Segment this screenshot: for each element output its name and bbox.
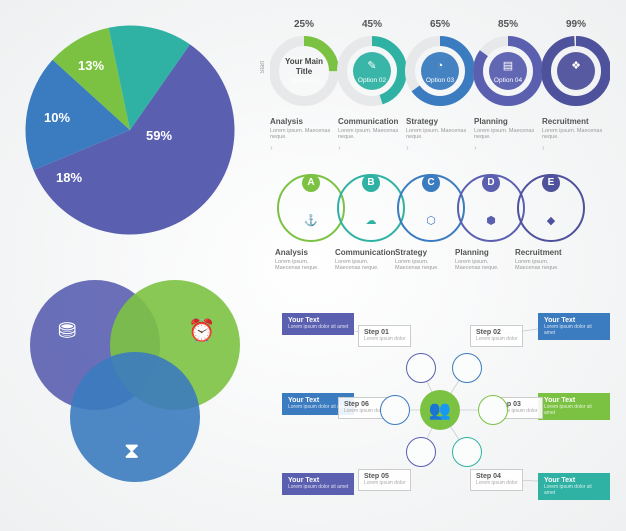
donut-caption: PlanningLorem ipsum. Maecenas neque. bbox=[474, 117, 542, 140]
svg-text:❖: ❖ bbox=[571, 60, 581, 72]
step-node bbox=[478, 395, 508, 425]
ring-caption: CommunicationLorem ipsum. Maecenas neque… bbox=[335, 248, 395, 271]
donut-caption: RecruitmentLorem ipsum. Maecenas neque. bbox=[542, 117, 610, 140]
ring-letter-badge: A bbox=[302, 174, 320, 192]
ring-letter-badge: B bbox=[362, 174, 380, 192]
step-diagram: Your TextLorem ipsum dolor sit amet Your … bbox=[270, 305, 610, 515]
svg-text:⚓: ⚓ bbox=[304, 214, 318, 227]
venn-diagram: ⛃ ⏰ ⧗ bbox=[30, 280, 250, 500]
pie-label-59: 59% bbox=[146, 128, 172, 143]
donut-pct: 99% bbox=[542, 19, 610, 30]
arrow-icon: › bbox=[406, 143, 474, 152]
step-outer-tag: Your TextLorem ipsum dolor sit amet bbox=[538, 313, 610, 340]
svg-text:▤: ▤ bbox=[503, 60, 513, 72]
step-outer-tag: Your TextLorem ipsum dolor sit amet bbox=[282, 313, 354, 335]
donut-caption: CommunicationLorem ipsum. Maecenas neque… bbox=[338, 117, 406, 140]
donut-option-label: Option 03 bbox=[420, 77, 460, 84]
step-outer-tag: Your TextLorem ipsum dolor sit amet bbox=[282, 473, 354, 495]
donut-center-title: Your Main Title bbox=[278, 57, 330, 77]
ring-letter-badge: D bbox=[482, 174, 500, 192]
donut-option-label: Option 02 bbox=[352, 77, 392, 84]
svg-text:✎: ✎ bbox=[367, 60, 376, 72]
donut-pct: 25% bbox=[270, 19, 338, 30]
safe-icon: ⛃ bbox=[58, 318, 76, 344]
pie-chart: 59% 18% 10% 13% bbox=[20, 20, 240, 240]
stopwatch-icon: ⧗ bbox=[124, 438, 139, 464]
donut-pct: 45% bbox=[338, 19, 406, 30]
ring-letter-badge: C bbox=[422, 174, 440, 192]
step-node bbox=[452, 437, 482, 467]
pie-svg bbox=[20, 20, 240, 240]
overlap-ring-row: ⚓ ☁ ⬡ ⬢ ◆ A B C D E AnalysisLorem ipsum. Maecena… bbox=[275, 170, 605, 280]
svg-text:⬢: ⬢ bbox=[486, 215, 496, 227]
arrow-icon: › bbox=[270, 143, 338, 152]
donut-pct: 85% bbox=[474, 19, 542, 30]
step-inner-tag: Step 02Lorem ipsum dolor bbox=[470, 325, 523, 347]
arrow-icon: › bbox=[338, 143, 406, 152]
donut-option-label: Option 01 bbox=[284, 77, 324, 84]
pie-label-18: 18% bbox=[56, 170, 82, 185]
step-center: 👥 bbox=[420, 390, 460, 430]
people-icon: 👥 bbox=[429, 400, 451, 421]
svg-text:☁: ☁ bbox=[366, 215, 377, 227]
donut-option-label: Option 04 bbox=[488, 77, 528, 84]
ring-caption: StrategyLorem ipsum. Maecenas neque. bbox=[395, 248, 455, 271]
donut-caption: AnalysisLorem ipsum. Maecenas neque. bbox=[270, 117, 338, 140]
ring-caption: PlanningLorem ipsum. Maecenas neque. bbox=[455, 248, 515, 271]
ring-caption: AnalysisLorem ipsum. Maecenas neque. bbox=[275, 248, 335, 271]
svg-text:⬡: ⬡ bbox=[426, 215, 436, 227]
step-node bbox=[452, 353, 482, 383]
clock-icon: ⏰ bbox=[188, 318, 215, 344]
step-inner-tag: Step 01Lorem ipsum dolor bbox=[358, 325, 411, 347]
pie-label-13: 13% bbox=[78, 58, 104, 73]
svg-text:◔: ◔ bbox=[437, 60, 444, 72]
donut-caption: StrategyLorem ipsum. Maecenas neque. bbox=[406, 117, 474, 140]
pie-label-10: 10% bbox=[44, 110, 70, 125]
arrow-icon: › bbox=[474, 143, 542, 152]
step-inner-tag: Step 05Lorem ipsum dolor bbox=[358, 469, 411, 491]
step-node bbox=[406, 437, 436, 467]
step-node bbox=[380, 395, 410, 425]
donut-pct: 65% bbox=[406, 19, 474, 30]
start-label: Start bbox=[260, 61, 266, 74]
step-inner-tag: Step 04Lorem ipsum dolor bbox=[470, 469, 523, 491]
step-outer-tag: Your TextLorem ipsum dolor sit amet bbox=[538, 473, 610, 500]
svg-text:◆: ◆ bbox=[547, 215, 556, 227]
ring-letter-badge: E bbox=[542, 174, 560, 192]
ring-caption: RecruitmentLorem ipsum. Maecenas neque. bbox=[515, 248, 575, 271]
arrow-icon: › bbox=[542, 143, 610, 152]
step-node bbox=[406, 353, 436, 383]
donut-progress-row: Start Finish 25%45%65%85%99% ✎◔▤❖ Your M… bbox=[270, 25, 610, 145]
step-outer-tag: Your TextLorem ipsum dolor sit amet bbox=[538, 393, 610, 420]
